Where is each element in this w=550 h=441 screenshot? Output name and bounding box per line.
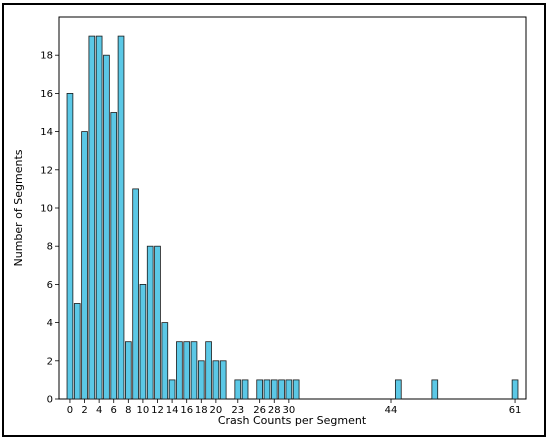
bar — [511, 379, 519, 400]
bar — [394, 379, 402, 400]
bar — [125, 341, 132, 400]
bar — [241, 379, 249, 400]
x-axis-title: Crash Counts per Segment — [218, 414, 367, 427]
bar — [263, 379, 271, 400]
bar — [139, 283, 147, 400]
y-tick-label: 2 — [47, 356, 53, 367]
bar — [154, 245, 161, 400]
x-tick-label: 20 — [210, 405, 223, 416]
x-tick-label: 61 — [509, 405, 522, 416]
bar — [190, 341, 198, 400]
y-axis-ticks: 0 2 4 6 8 10 12 14 16 18 — [40, 51, 59, 406]
x-tick-label: 10 — [137, 405, 150, 416]
bar — [176, 341, 183, 400]
x-tick-label: 14 — [166, 405, 179, 416]
y-tick-label: 8 — [47, 242, 53, 253]
x-tick-label: 2 — [81, 405, 87, 416]
x-tick-label: 26 — [253, 405, 266, 416]
bar — [168, 379, 176, 400]
x-tick-label: 18 — [195, 405, 208, 416]
x-tick-label: 4 — [96, 405, 102, 416]
bar — [278, 379, 285, 400]
bar — [234, 379, 242, 400]
bar — [110, 112, 118, 400]
y-tick-label: 18 — [40, 51, 53, 62]
bar — [132, 188, 139, 400]
bar — [81, 131, 88, 400]
bar — [88, 35, 96, 400]
bar — [117, 35, 125, 400]
bar — [66, 93, 74, 400]
y-tick-label: 10 — [40, 204, 53, 215]
y-tick-label: 16 — [40, 89, 53, 100]
bars-group — [66, 35, 519, 400]
y-tick-label: 4 — [47, 318, 53, 329]
x-tick-label: 28 — [268, 405, 281, 416]
bar — [212, 360, 220, 400]
bar — [270, 379, 278, 400]
bar — [431, 379, 439, 400]
x-tick-label: 16 — [180, 405, 193, 416]
x-tick-label: 44 — [385, 405, 398, 416]
bar — [103, 54, 110, 400]
bar — [292, 379, 300, 400]
y-tick-label: 0 — [47, 395, 53, 406]
x-tick-label: 8 — [125, 405, 131, 416]
bar — [205, 341, 212, 400]
y-tick-label: 12 — [40, 165, 53, 176]
x-tick-label: 6 — [111, 405, 117, 416]
bar — [256, 379, 263, 400]
y-tick-label: 14 — [40, 127, 53, 138]
bar — [146, 245, 154, 400]
bar — [95, 35, 103, 400]
x-tick-label: 0 — [67, 405, 73, 416]
bar — [161, 322, 169, 400]
bar — [197, 360, 205, 400]
bar — [219, 360, 227, 400]
bar — [73, 303, 81, 400]
x-tick-label: 23 — [231, 405, 244, 416]
x-tick-label: 12 — [151, 405, 164, 416]
bar — [183, 341, 191, 400]
x-axis-ticks: 0 2 4 6 8 10 12 14 16 18 20 23 26 28 30 44 61 — [67, 399, 522, 416]
x-tick-label: 30 — [282, 405, 295, 416]
bar — [285, 379, 293, 400]
y-tick-label: 6 — [47, 280, 53, 291]
y-axis-title: Number of Segments — [12, 149, 25, 266]
